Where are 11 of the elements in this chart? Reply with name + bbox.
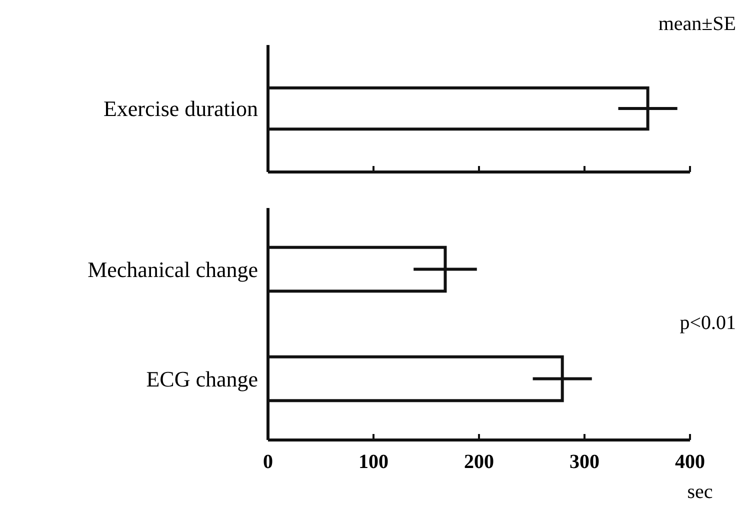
y-tick-label: Mechanical change (88, 256, 258, 282)
x-tick-label: 300 (570, 451, 600, 473)
annotation: p<0.01 (680, 312, 736, 334)
text: mean±SE (658, 13, 736, 35)
x-axis-title: sec (687, 481, 713, 503)
x-tick-label: 400 (675, 451, 705, 473)
y-tick-label: ECG change (146, 366, 258, 392)
x-tick-label: 200 (464, 451, 494, 473)
y-tick-label: Exercise duration (103, 96, 258, 122)
x-tick-label: 100 (358, 451, 388, 473)
x-tick-label: 0 (263, 451, 273, 473)
